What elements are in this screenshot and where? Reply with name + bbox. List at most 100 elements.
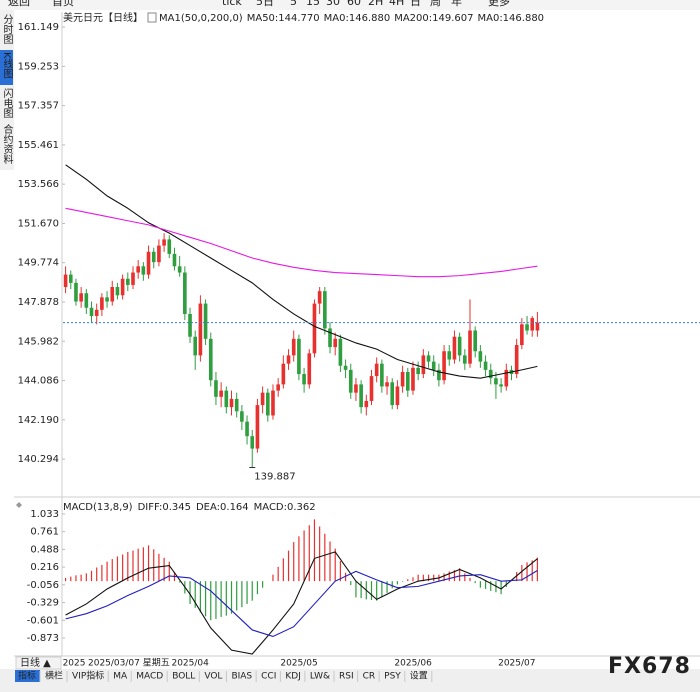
candle-body [499,384,503,387]
macd-icon [16,502,22,508]
sidebar-tab[interactable]: 分时图 [1,14,13,45]
y-tick-label: -0.873 [27,633,59,644]
indicator-tab[interactable]: CCI [261,672,276,682]
candle-body [74,282,78,302]
candle-body [250,436,255,449]
candle-body [271,390,275,416]
indicator-tab[interactable]: CR [363,672,376,682]
candle-body [447,351,452,360]
toolbar-button[interactable]: 日 [410,0,421,8]
candle-body [255,405,260,449]
indicator-tab[interactable]: MA [113,672,128,682]
x-tick-label: 2025 [63,659,86,669]
candle-body [468,330,472,364]
candle-body [421,355,426,375]
candle-body [157,245,161,263]
candle-body [525,324,529,331]
candle-body [245,421,249,437]
y-tick-label: 161.149 [18,22,59,33]
indicator-tab[interactable]: MACD [136,672,163,682]
candle-body [177,266,182,273]
candle-body [348,369,353,393]
candle-body [405,371,410,391]
indicator-tab[interactable]: LW& [310,672,330,682]
watermark: FX678 [608,654,691,679]
indicator-tab[interactable]: BIAS [231,672,252,682]
toolbar-button[interactable]: 返回 [8,0,30,8]
candle-body [297,338,301,375]
candle-body [354,384,358,393]
candle-body [411,367,415,391]
y-tick-label: 1.033 [30,509,59,520]
candle-body [535,322,540,331]
y-tick-label: 0.488 [30,544,59,555]
toolbar-button[interactable]: 60 [347,0,361,8]
y-tick-label: 149.774 [18,258,59,269]
y-tick-label: 142.190 [18,415,59,426]
candle-body [120,278,125,296]
x-tick-label: 2025/05 [280,659,317,669]
candle-body [312,303,317,354]
toolbar-button[interactable]: 5 [290,0,297,8]
indicator-tab[interactable]: 指标 [18,670,36,682]
candle-body [478,351,483,362]
indicator-tab[interactable]: VOL [204,672,222,682]
low-price-label: 139.887 [254,472,295,483]
candle-body [286,355,291,364]
candle-body [224,390,229,408]
indicator-tab[interactable]: 横栏 [45,670,63,682]
y-tick-label: 0.216 [30,562,59,573]
candle-body [437,369,441,381]
toolbar-button[interactable]: 5日 [256,0,274,8]
toolbar-button[interactable]: 年 [451,0,462,8]
indicator-tab[interactable]: 设置 [410,671,428,682]
toolbar-button[interactable]: 更多 [488,0,510,8]
candle-body [188,313,192,337]
toolbar-button[interactable]: 15 [306,0,320,8]
candle-body [463,355,467,364]
ma-line [65,164,538,379]
toolbar-button[interactable]: tick [222,0,242,8]
tabs-bg [0,669,700,692]
indicator-tab[interactable]: KDJ [285,672,301,682]
candle-body [167,239,172,254]
candle-body [483,361,488,370]
candle-body [395,386,400,406]
y-tick-label: 140.294 [18,454,59,465]
candle-body [338,338,343,366]
candle-body [442,351,446,381]
y-tick-label: 144.086 [18,376,59,387]
candle-body [291,338,296,356]
sidebar-tab[interactable]: 合约资料 [1,123,13,165]
settings-icon [147,12,157,23]
candle-body [68,274,73,283]
toolbar-button[interactable]: 4H [389,0,404,8]
toolbar-button[interactable]: 30 [326,0,340,8]
candle-body [302,374,306,385]
sidebar-tab[interactable]: 闪电图 [1,87,13,119]
indicator-tab[interactable]: VIP指标 [72,670,104,682]
toolbar-button[interactable]: 首页 [52,0,74,8]
y-tick-label: 0.761 [30,527,59,538]
candle-body [151,251,156,263]
toolbar-button[interactable]: 2H [368,0,383,8]
cursor-date: 2025/03/07 星期五 [88,658,170,669]
indicator-tab[interactable]: RSI [339,672,354,682]
candle-body [369,376,374,401]
legend-entry: MA0:146.880 [324,13,391,24]
candle-body [317,291,322,304]
period-label[interactable]: 日线 ▲ [20,656,51,669]
candle-body [276,384,280,391]
toolbar-bg [0,0,700,10]
indicator-tab[interactable]: BOLL [172,672,195,682]
legend-entry: MACD(13,8,9) [63,502,133,513]
toolbar-button[interactable]: 周 [430,0,441,8]
candle-body [105,297,109,302]
candle-body [110,287,115,302]
chart-title: 【日线】 [103,11,143,24]
sidebar-tab[interactable]: K线图 [1,52,13,79]
indicator-tab[interactable]: PSY [384,672,401,682]
candle-body [530,318,535,331]
